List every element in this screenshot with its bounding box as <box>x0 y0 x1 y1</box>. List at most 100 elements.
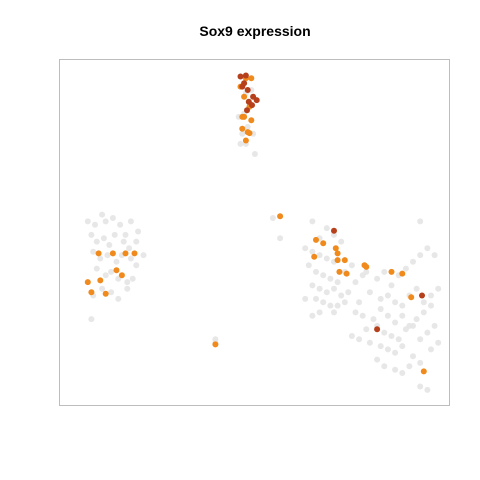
point-none-0 <box>84 218 91 225</box>
point-none-101 <box>384 292 391 299</box>
point-none-9 <box>88 231 95 238</box>
point-none-89 <box>363 268 370 275</box>
point-none-34 <box>115 295 122 302</box>
point-none-32 <box>99 285 106 292</box>
point-none-108 <box>435 285 442 292</box>
point-none-1 <box>92 221 98 228</box>
point-none-129 <box>348 333 355 339</box>
point-none-81 <box>320 299 327 306</box>
point-none-68 <box>334 279 341 286</box>
point-none-62 <box>323 255 330 262</box>
point-none-20 <box>113 258 120 265</box>
point-medium-25 <box>320 240 327 247</box>
point-none-106 <box>420 299 427 306</box>
point-none-12 <box>106 242 113 248</box>
point-medium-14 <box>241 93 248 100</box>
point-high-3 <box>239 83 246 90</box>
point-none-33 <box>108 289 115 296</box>
point-none-4 <box>109 215 116 221</box>
point-high-12 <box>419 292 425 299</box>
point-none-99 <box>366 289 373 296</box>
point-none-88 <box>356 299 363 306</box>
point-none-136 <box>410 353 416 360</box>
point-medium-10 <box>212 341 219 348</box>
point-none-95 <box>410 258 416 265</box>
point-none-86 <box>331 309 337 316</box>
point-medium-37 <box>408 294 415 301</box>
point-none-61 <box>316 252 323 259</box>
point-high-0 <box>237 73 244 80</box>
point-medium-30 <box>341 257 348 264</box>
point-none-66 <box>320 272 327 279</box>
point-none-133 <box>384 346 391 353</box>
point-none-11 <box>100 235 107 242</box>
point-medium-23 <box>277 213 284 220</box>
point-none-147 <box>424 386 431 393</box>
point-none-29 <box>124 279 131 286</box>
point-high-7 <box>244 107 250 114</box>
point-none-138 <box>428 346 434 353</box>
point-none-64 <box>305 262 312 269</box>
point-high-9 <box>253 97 260 104</box>
point-none-123 <box>388 333 395 339</box>
point-high-8 <box>249 102 255 109</box>
point-medium-6 <box>97 277 104 284</box>
point-medium-24 <box>313 236 319 243</box>
point-none-54 <box>309 218 316 225</box>
point-none-115 <box>399 312 406 319</box>
point-none-71 <box>309 282 316 289</box>
point-none-92 <box>388 282 395 289</box>
point-none-67 <box>327 275 334 282</box>
point-none-56 <box>323 225 330 232</box>
plot-frame <box>59 59 450 406</box>
point-none-84 <box>341 299 348 306</box>
point-none-79 <box>302 295 309 302</box>
point-none-19 <box>104 252 111 259</box>
point-none-135 <box>399 343 406 350</box>
point-medium-17 <box>248 117 255 124</box>
point-none-25 <box>93 265 100 272</box>
point-none-75 <box>338 292 345 299</box>
point-high-1 <box>242 72 249 79</box>
point-none-130 <box>356 336 363 343</box>
point-none-120 <box>363 326 370 333</box>
point-none-8 <box>135 228 142 235</box>
point-none-58 <box>338 238 345 245</box>
point-none-72 <box>316 285 323 292</box>
point-none-97 <box>424 245 431 252</box>
points-layer <box>84 72 442 393</box>
point-none-15 <box>126 245 133 252</box>
point-medium-3 <box>131 250 138 257</box>
point-none-74 <box>331 285 337 292</box>
point-none-91 <box>381 268 388 275</box>
point-none-127 <box>417 336 424 343</box>
point-none-113 <box>384 312 391 319</box>
point-none-44 <box>244 124 251 130</box>
point-none-125 <box>402 326 409 333</box>
point-none-132 <box>377 343 384 350</box>
point-medium-20 <box>242 137 249 144</box>
point-medium-18 <box>239 125 246 132</box>
point-none-73 <box>323 289 330 296</box>
point-none-17 <box>90 248 97 255</box>
point-none-143 <box>392 366 399 373</box>
point-medium-7 <box>118 272 125 279</box>
point-none-107 <box>428 292 434 299</box>
point-medium-21 <box>246 130 253 137</box>
point-none-105 <box>413 285 420 292</box>
point-medium-22 <box>239 113 246 120</box>
point-none-23 <box>133 262 140 269</box>
chart-title: Sox9 expression <box>199 23 310 39</box>
point-none-36 <box>88 316 95 323</box>
point-none-52 <box>269 215 276 221</box>
point-none-119 <box>428 302 434 309</box>
point-none-142 <box>381 363 388 370</box>
point-medium-33 <box>336 268 343 275</box>
point-none-124 <box>395 336 402 343</box>
point-medium-8 <box>88 289 95 296</box>
point-none-10 <box>93 238 100 245</box>
point-none-60 <box>309 248 316 255</box>
point-none-118 <box>420 309 427 316</box>
